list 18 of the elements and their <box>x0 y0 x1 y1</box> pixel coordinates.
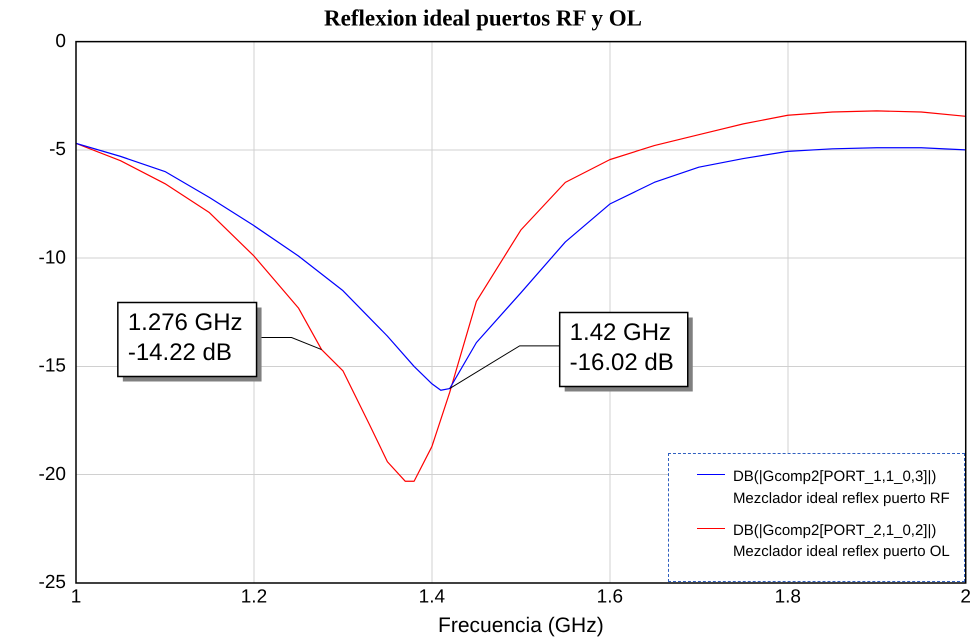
x-axis-title: Frecuencia (GHz) <box>438 614 604 638</box>
annotation: 1.42 GHz -16.02 dB <box>570 319 674 376</box>
y-tick-label: -15 <box>38 356 66 377</box>
x-tick-label: 1.6 <box>596 586 624 608</box>
y-tick-label: -10 <box>38 247 66 268</box>
x-tick-label: 1.2 <box>240 586 268 608</box>
annotation: 1.276 GHz -14.22 dB <box>128 309 243 366</box>
chart-title: Reflexion ideal puertos RF y OL <box>324 6 642 31</box>
x-tick-label: 1 <box>70 586 82 608</box>
legend-label: DB(|Gcomp2[PORT_1,1_0,3]|) Mezclador ideal reflex puerto RF <box>732 467 950 509</box>
y-tick-label: 0 <box>55 30 66 52</box>
x-tick-label: 1.8 <box>774 586 801 608</box>
x-tick-label: 1.4 <box>418 586 446 608</box>
x-tick-label: 2 <box>960 586 972 608</box>
legend-label: DB(|Gcomp2[PORT_2,1_0,2]|) Mezclador ideal reflex puerto OL <box>732 520 950 562</box>
y-tick-label: -5 <box>49 139 66 160</box>
y-tick-label: -25 <box>38 572 66 594</box>
y-tick-label: -20 <box>38 464 66 485</box>
